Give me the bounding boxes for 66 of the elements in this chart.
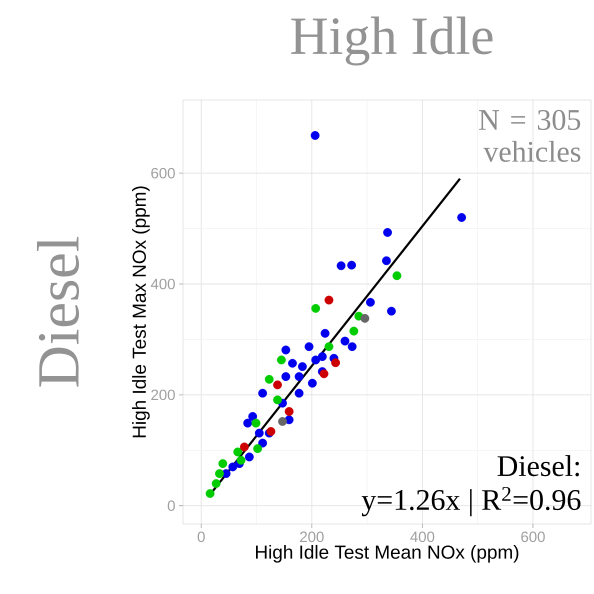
point xyxy=(331,358,340,368)
point xyxy=(457,213,466,222)
y-tick-label: 600 xyxy=(151,168,175,178)
point xyxy=(324,342,334,352)
point xyxy=(387,306,396,316)
point xyxy=(243,418,252,428)
point xyxy=(304,342,314,352)
point xyxy=(318,352,327,362)
point xyxy=(298,362,307,371)
point xyxy=(228,462,238,472)
point xyxy=(277,356,286,364)
text: Diesel xyxy=(36,236,80,387)
point xyxy=(310,131,320,140)
point xyxy=(311,356,320,364)
point xyxy=(288,358,297,368)
point xyxy=(320,369,328,378)
point xyxy=(284,407,294,416)
point xyxy=(236,456,246,465)
y-tick-label: 400 xyxy=(150,278,175,290)
point xyxy=(252,418,260,428)
point xyxy=(294,388,304,398)
point xyxy=(240,442,249,452)
point xyxy=(212,479,221,488)
point xyxy=(273,380,282,390)
point xyxy=(254,428,264,438)
y-axis-title: High Idle Test Max NOx (ppm) xyxy=(132,186,150,438)
point xyxy=(281,346,290,354)
x-tick-label: 200 xyxy=(300,532,324,542)
point xyxy=(258,388,268,398)
point xyxy=(347,260,356,270)
x-axis-title: High Idle Test Mean NOx (ppm) xyxy=(256,544,518,563)
point xyxy=(281,372,290,381)
point xyxy=(336,261,346,270)
y-tick-label: 0 xyxy=(168,500,175,511)
point xyxy=(382,256,391,266)
point xyxy=(349,326,358,336)
x-tick-label: 600 xyxy=(521,532,545,542)
point xyxy=(218,459,228,468)
point xyxy=(360,314,370,323)
annotation: y=1.26x | R$^{2}$=0.96 xyxy=(362,486,580,516)
x-tick-label: 0 xyxy=(198,532,205,542)
y-tick-label: 200 xyxy=(151,390,175,400)
point xyxy=(273,395,282,404)
point xyxy=(294,372,304,381)
point xyxy=(258,438,268,448)
point xyxy=(348,342,357,352)
point xyxy=(340,336,350,346)
point xyxy=(215,469,224,478)
point xyxy=(366,298,375,307)
point xyxy=(244,452,254,462)
point xyxy=(248,412,258,421)
point xyxy=(206,489,214,498)
point xyxy=(253,444,262,454)
point xyxy=(278,417,287,426)
point xyxy=(264,374,274,384)
chart-title: High Idle xyxy=(291,16,492,66)
annotation: N = 305 vehicles xyxy=(479,110,580,162)
annotation: Diesel: xyxy=(498,455,579,476)
point xyxy=(233,448,242,456)
point xyxy=(383,228,392,237)
x-tick-label: 400 xyxy=(410,532,434,542)
point xyxy=(308,378,317,388)
point xyxy=(392,271,402,280)
point xyxy=(324,296,334,304)
point xyxy=(311,304,320,313)
point xyxy=(320,328,330,338)
